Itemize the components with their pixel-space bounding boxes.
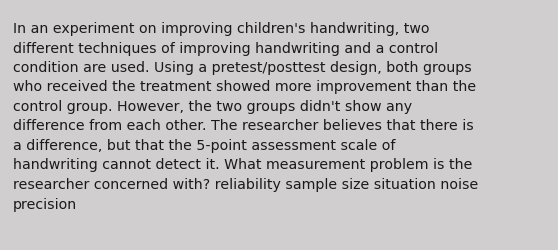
Text: In an experiment on improving children's handwriting, two
different techniques o: In an experiment on improving children's… bbox=[13, 22, 478, 211]
